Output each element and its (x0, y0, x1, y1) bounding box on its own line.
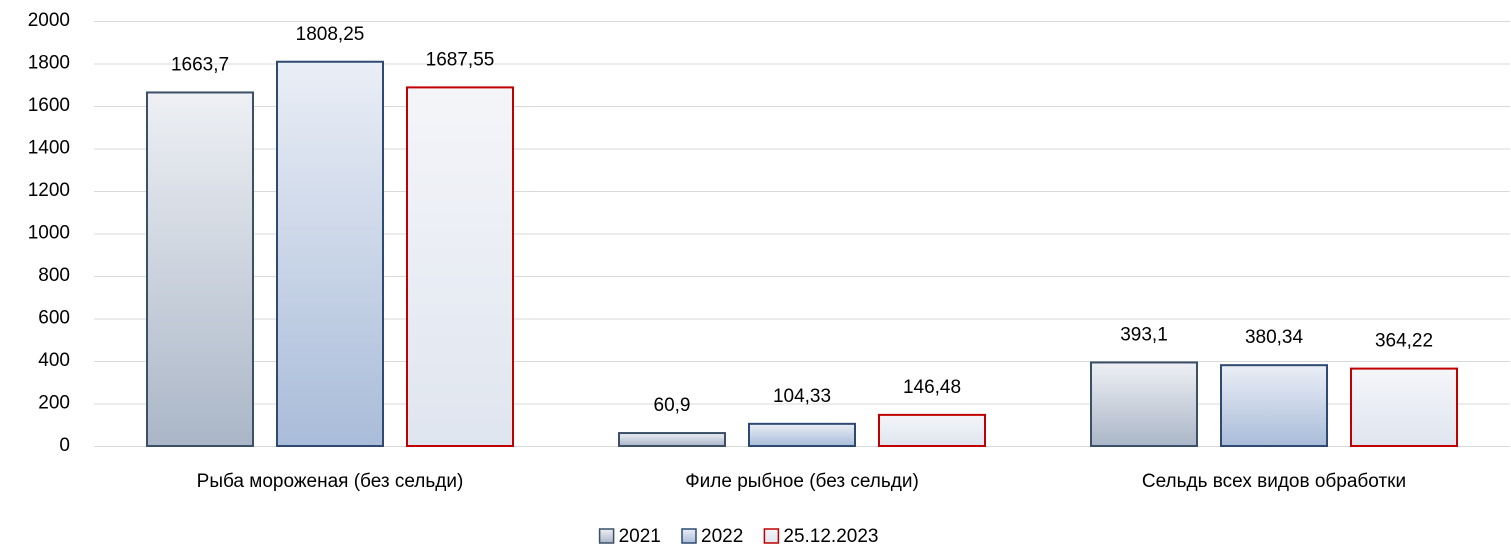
y-tick-label: 1200 (28, 180, 70, 201)
legend-label: 25.12.2023 (783, 526, 878, 547)
x-tick-label: Рыба мороженая (без сельди) (197, 471, 464, 492)
x-tick-label: Филе рыбное (без сельди) (685, 471, 919, 492)
data-label: 1808,25 (296, 24, 365, 45)
bar (1220, 364, 1328, 448)
bar (1350, 367, 1458, 447)
data-label: 380,34 (1245, 327, 1304, 348)
data-label: 104,33 (773, 386, 831, 407)
bar (406, 86, 514, 447)
y-tick-label: 200 (38, 393, 70, 414)
legend-swatch (598, 528, 615, 544)
legend-swatch (763, 528, 780, 544)
data-label: 1687,55 (426, 49, 495, 70)
y-tick-label: 1600 (28, 95, 70, 116)
y-tick-label: 400 (38, 350, 70, 371)
data-label: 1663,7 (171, 54, 229, 75)
bar (1090, 361, 1198, 447)
bar (748, 422, 856, 447)
data-label: 364,22 (1375, 331, 1433, 352)
y-tick-label: 0 (59, 435, 70, 456)
y-tick-label: 800 (38, 265, 70, 286)
y-tick-label: 1800 (28, 53, 70, 74)
data-label: 60,9 (654, 395, 691, 416)
x-tick-label: Сельдь всех видов обработки (1142, 471, 1406, 492)
legend-swatch (681, 528, 697, 544)
data-label: 393,1 (1120, 324, 1168, 345)
y-tick-label: 1400 (28, 138, 70, 159)
y-tick-label: 2000 (28, 10, 70, 31)
y-tick-label: 600 (38, 308, 70, 329)
bar (878, 413, 986, 447)
bar (618, 432, 726, 447)
data-label: 146,48 (903, 377, 961, 398)
y-tick-label: 1000 (28, 223, 70, 244)
legend-label: 2022 (701, 526, 743, 547)
bar (146, 91, 254, 448)
bar (276, 60, 384, 447)
legend-label: 2021 (619, 526, 661, 547)
